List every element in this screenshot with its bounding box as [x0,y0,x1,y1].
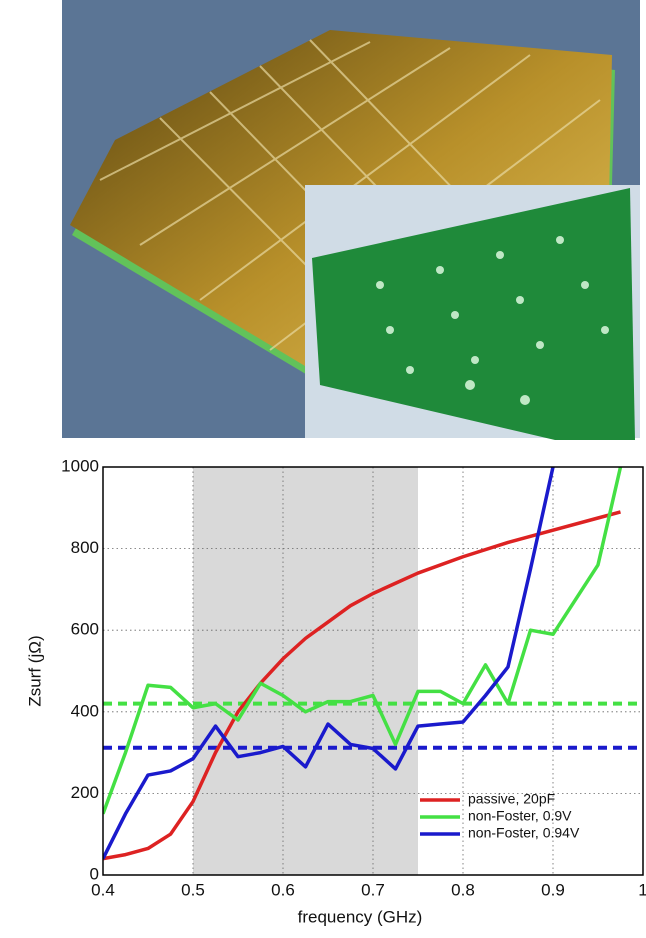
line [103,467,555,860]
x-tick-label: 0.9 [541,880,565,899]
photo [62,0,640,440]
plot-frame [102,466,644,876]
x-axis-label: frequency (GHz) [298,907,423,926]
legend-label: passive, 20pF [468,791,555,807]
y-tick-label: 1000 [61,456,99,475]
legend-label: non-Foster, 0.94V [468,825,580,841]
chart: frequency (GHz) Zsurf (jΩ) 0.4 0.5 0.6 0.7 0… [25,456,646,926]
x-tick-label: 0.7 [361,880,385,899]
y-tick-label: 800 [71,538,99,557]
y-tick-label: 600 [71,620,99,639]
line [103,467,623,815]
line [103,510,621,861]
x-tick-label: 0.8 [451,880,475,899]
legend-label: non-Foster, 0.9V [468,808,572,824]
x-tick-label: 1 [638,880,646,899]
x-tick-label: 0.5 [181,880,205,899]
y-tick-label: 200 [71,783,99,802]
x-tick-label: 0.6 [271,880,295,899]
shaded-region [193,467,418,875]
y-tick-label: 400 [71,701,99,720]
plot-lines [103,467,643,861]
x-tick-label: 0.4 [91,880,115,899]
y-axis-label: Zsurf (jΩ) [25,635,44,706]
y-tick-label: 0 [90,864,99,883]
